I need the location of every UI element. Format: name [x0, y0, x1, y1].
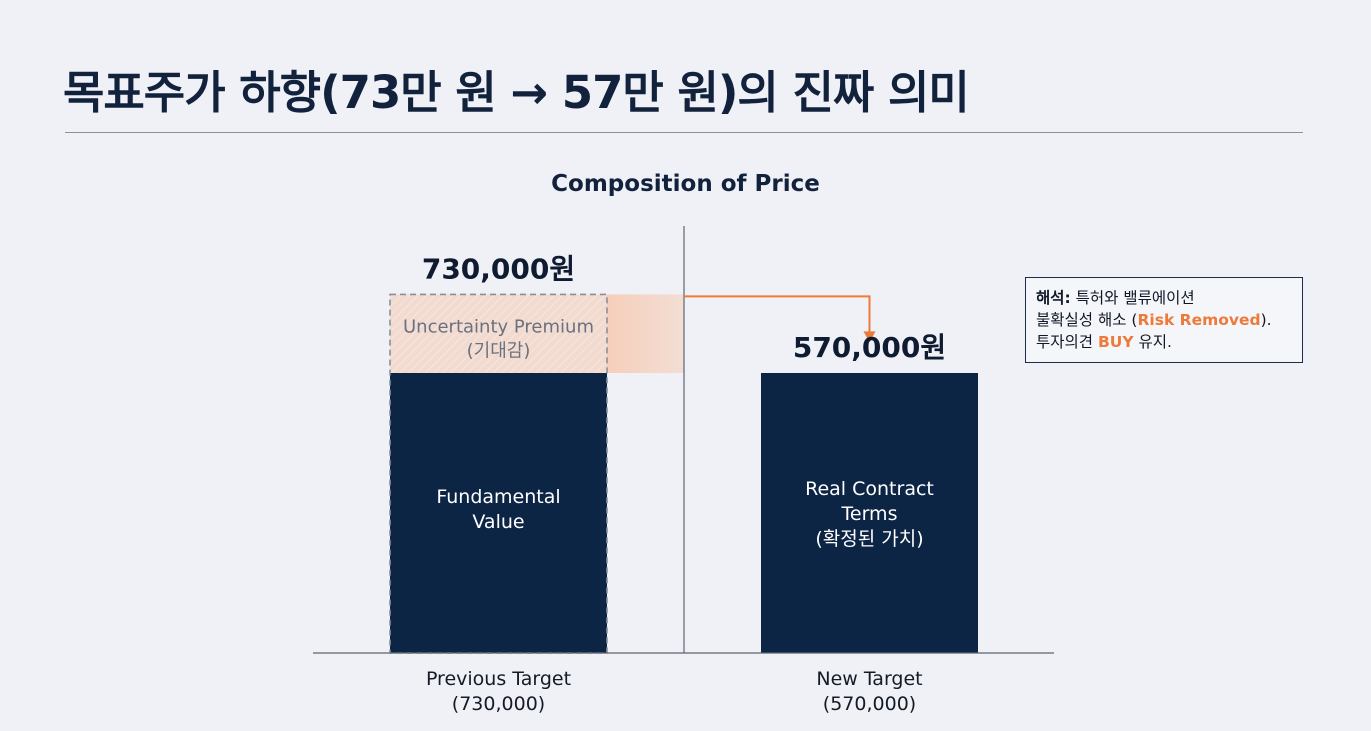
risk-removed-highlight: Risk Removed — [1137, 311, 1261, 329]
chart-title: Composition of Price — [551, 171, 820, 197]
note-label: 해석: — [1036, 289, 1071, 307]
uncertainty-premium-label: Uncertainty Premium — [403, 316, 594, 337]
title-divider — [65, 132, 1303, 133]
note-line-3: 투자의견 BUY 유지. — [1036, 331, 1292, 353]
previous-total-label: 730,000원 — [422, 252, 575, 285]
page-title: 목표주가 하향(73만 원 → 57만 원)의 진짜 의미 — [63, 66, 970, 119]
real-contract-terms-bar — [761, 373, 978, 653]
transition-arrow-head — [863, 331, 876, 343]
category-label-0-line-2: (730,000) — [452, 693, 545, 715]
note-line-1-text: 특허와 밸류에이션 — [1070, 289, 1195, 307]
note-line-3-post: 유지. — [1133, 333, 1172, 351]
interpretation-note: 해석: 특허와 밸류에이션 불확실성 해소 (Risk Removed). 투자… — [1025, 277, 1303, 363]
uncertainty-premium-sublabel: (기대감) — [467, 340, 531, 361]
new-total-label: 570,000원 — [793, 331, 946, 364]
category-label-0-line-1: Previous Target — [426, 668, 571, 690]
premium-removal-band — [607, 294, 684, 373]
category-label-1-line-1: New Target — [816, 668, 922, 690]
transition-arrow-line — [684, 295, 871, 335]
real-contract-terms-label-line-1: Real Contract — [805, 478, 934, 500]
uncertainty-premium-tint — [390, 294, 607, 373]
real-contract-terms-label-line-3: (확정된 가치) — [815, 528, 923, 550]
category-label-1-line-2: (570,000) — [823, 693, 916, 715]
note-line-3-pre: 투자의견 — [1036, 333, 1098, 351]
note-line-2-post: ). — [1260, 311, 1272, 329]
note-line-1: 해석: 특허와 밸류에이션 — [1036, 287, 1292, 309]
real-contract-terms-label-line-2: Terms — [841, 503, 898, 525]
note-line-2-pre: 불확실성 해소 ( — [1036, 311, 1138, 329]
fundamental-value-label-line-2: Value — [472, 511, 524, 533]
fundamental-value-bar — [390, 373, 607, 653]
fundamental-value-label-line-1: Fundamental — [436, 486, 560, 508]
buy-highlight: BUY — [1097, 333, 1134, 351]
note-line-2: 불확실성 해소 (Risk Removed). — [1036, 309, 1292, 331]
